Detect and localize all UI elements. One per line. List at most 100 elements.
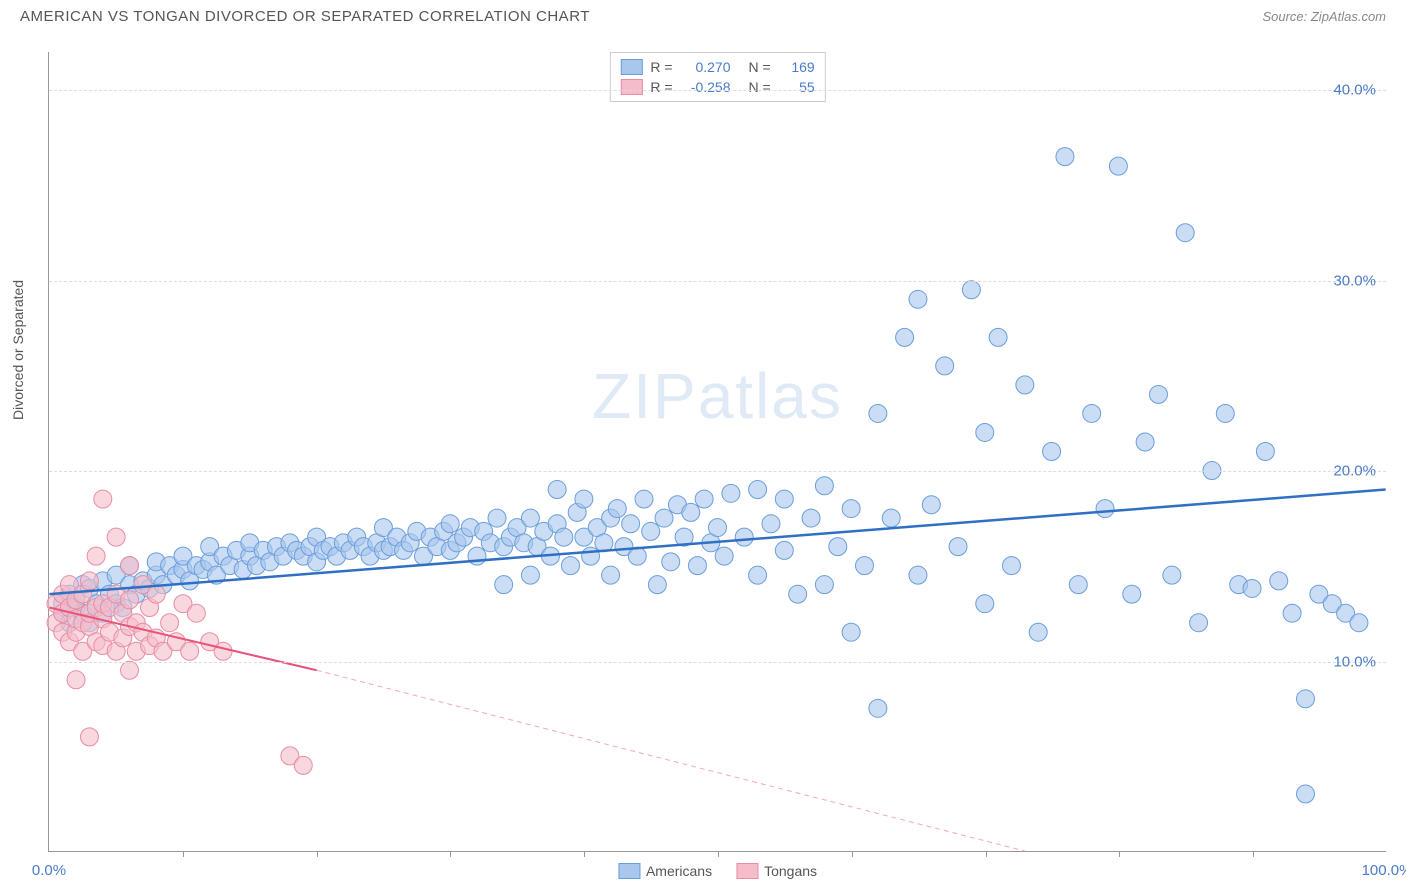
data-point (181, 642, 199, 660)
gridline (49, 471, 1386, 472)
data-point (695, 490, 713, 508)
y-tick-label: 20.0% (1333, 463, 1376, 480)
data-point (909, 566, 927, 584)
data-point (1043, 443, 1061, 461)
data-point (1083, 404, 1101, 422)
data-point (622, 515, 640, 533)
data-point (1003, 557, 1021, 575)
x-tick (852, 851, 853, 857)
legend-row: R =0.270N =169 (620, 57, 814, 77)
y-tick-label: 30.0% (1333, 272, 1376, 289)
data-point (775, 541, 793, 559)
legend-swatch (620, 79, 642, 95)
x-tick-label: 100.0% (1362, 862, 1406, 879)
legend-swatch (736, 863, 758, 879)
data-point (548, 481, 566, 499)
data-point (789, 585, 807, 603)
data-point (87, 547, 105, 565)
data-point (1056, 148, 1074, 166)
legend-item: Tongans (736, 863, 817, 879)
data-point (121, 591, 139, 609)
data-point (1270, 572, 1288, 590)
y-tick-label: 10.0% (1333, 653, 1376, 670)
data-point (107, 528, 125, 546)
legend-n-value: 55 (779, 79, 815, 95)
data-point (495, 576, 513, 594)
data-point (608, 500, 626, 518)
legend-r-value: -0.258 (681, 79, 731, 95)
data-point (1296, 785, 1314, 803)
legend-r-value: 0.270 (681, 59, 731, 75)
data-point (67, 671, 85, 689)
data-point (575, 490, 593, 508)
data-point (829, 538, 847, 556)
data-point (749, 481, 767, 499)
data-point (1243, 579, 1261, 597)
x-tick (986, 851, 987, 857)
data-point (762, 515, 780, 533)
data-point (147, 585, 165, 603)
data-point (882, 509, 900, 527)
data-point (1350, 614, 1368, 632)
x-tick (183, 851, 184, 857)
gridline (49, 281, 1386, 282)
data-point (856, 557, 874, 575)
data-point (976, 423, 994, 441)
data-point (976, 595, 994, 613)
data-point (989, 328, 1007, 346)
data-point (1216, 404, 1234, 422)
data-point (735, 528, 753, 546)
data-point (722, 484, 740, 502)
x-tick (718, 851, 719, 857)
data-point (521, 509, 539, 527)
legend-label: Tongans (764, 863, 817, 879)
data-point (682, 503, 700, 521)
data-point (121, 557, 139, 575)
data-point (1069, 576, 1087, 594)
data-point (80, 572, 98, 590)
gridline (49, 662, 1386, 663)
chart-title: AMERICAN VS TONGAN DIVORCED OR SEPARATED… (20, 8, 590, 25)
data-point (562, 557, 580, 575)
data-point (949, 538, 967, 556)
data-point (869, 404, 887, 422)
data-point (842, 623, 860, 641)
data-point (602, 566, 620, 584)
data-point (1190, 614, 1208, 632)
data-point (488, 509, 506, 527)
chart-svg (49, 52, 1386, 851)
data-point (648, 576, 666, 594)
chart-header: AMERICAN VS TONGAN DIVORCED OR SEPARATED… (0, 0, 1406, 29)
data-point (1296, 690, 1314, 708)
data-point (715, 547, 733, 565)
legend-correlation: R =0.270N =169R =-0.258N =55 (609, 52, 825, 102)
data-point (815, 576, 833, 594)
x-tick (317, 851, 318, 857)
data-point (936, 357, 954, 375)
legend-swatch (618, 863, 640, 879)
gridline (49, 90, 1386, 91)
y-tick-label: 40.0% (1333, 82, 1376, 99)
x-tick (1253, 851, 1254, 857)
data-point (441, 515, 459, 533)
trend-line (317, 670, 1025, 851)
data-point (521, 566, 539, 584)
data-point (775, 490, 793, 508)
data-point (94, 490, 112, 508)
x-tick (1119, 851, 1120, 857)
data-point (688, 557, 706, 575)
data-point (802, 509, 820, 527)
data-point (1176, 224, 1194, 242)
x-tick (584, 851, 585, 857)
data-point (655, 509, 673, 527)
legend-r-label: R = (650, 79, 672, 95)
data-point (749, 566, 767, 584)
legend-row: R =-0.258N =55 (620, 77, 814, 97)
data-point (896, 328, 914, 346)
legend-item: Americans (618, 863, 712, 879)
data-point (909, 290, 927, 308)
x-tick (450, 851, 451, 857)
data-point (1136, 433, 1154, 451)
legend-label: Americans (646, 863, 712, 879)
data-point (1016, 376, 1034, 394)
